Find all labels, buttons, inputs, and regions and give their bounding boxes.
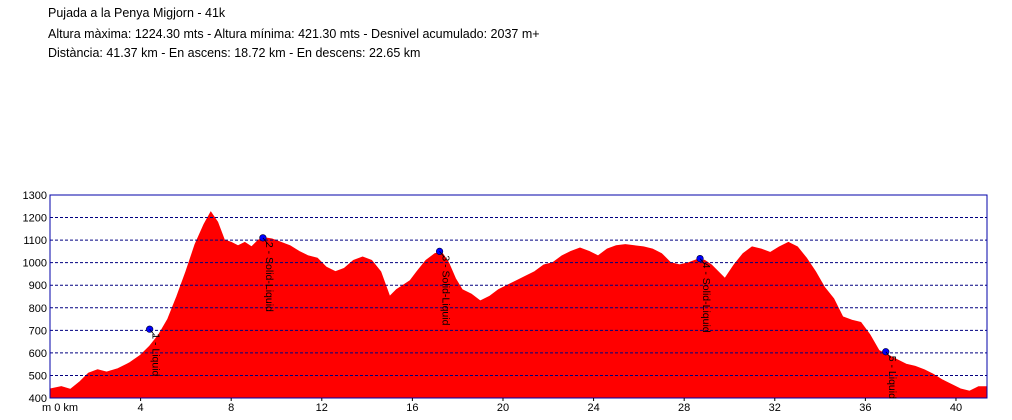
- waypoint-label: 4 - Solid-Liquid: [700, 263, 712, 333]
- chart-header: Pujada a la Penya Migjorn - 41k Altura m…: [48, 4, 540, 64]
- y-tick-label-700: 700: [29, 325, 47, 337]
- y-tick-label-500: 500: [29, 370, 47, 382]
- x-tick-label-4: 4: [138, 402, 144, 414]
- waypoint-leader: [885, 351, 892, 359]
- y-tick-label-600: 600: [29, 348, 47, 360]
- x-tick-label-32: 32: [769, 402, 781, 414]
- x-tick-label-40: 40: [950, 402, 962, 414]
- waypoint-leader: [699, 258, 706, 265]
- x-tick-label-28: 28: [678, 402, 690, 414]
- waypoint-label: 2 - Solid-Liquid: [263, 242, 275, 312]
- waypoint-label: 5 - Liquid: [886, 356, 898, 399]
- waypoint-leader: [149, 328, 155, 336]
- x-tick-label-12: 12: [316, 402, 328, 414]
- y-tick-label-1200: 1200: [23, 213, 47, 225]
- altitude-summary: Altura màxima: 1224.30 mts - Altura míni…: [48, 26, 540, 41]
- x-tick-label-8: 8: [228, 402, 234, 414]
- x-tick-label-16: 16: [406, 402, 418, 414]
- chart-title: Pujada a la Penya Migjorn - 41k: [48, 6, 226, 20]
- waypoint-label: 1 - Liquid: [150, 333, 162, 376]
- elevation-area: [49, 211, 988, 399]
- waypoint-label: 3 - Solid-Liquid: [440, 255, 452, 325]
- y-tick-label-1000: 1000: [23, 258, 47, 270]
- y-tick-label-400: 400: [29, 393, 47, 405]
- x-tick-label-24: 24: [587, 402, 599, 414]
- y-tick-label-800: 800: [29, 303, 47, 315]
- plot-frame: [49, 194, 988, 399]
- distance-summary: Distància: 41.37 km - En ascens: 18.72 k…: [48, 46, 421, 60]
- y-tick-label-1300: 1300: [23, 190, 47, 202]
- y-tick-label-900: 900: [29, 280, 47, 292]
- waypoint-leader: [262, 237, 269, 245]
- x-tick-label-36: 36: [859, 402, 871, 414]
- y-tick-label-1100: 1100: [23, 235, 47, 247]
- x-tick-label-0: m 0 km: [42, 402, 78, 414]
- x-tick-label-20: 20: [497, 402, 509, 414]
- waypoint-leader: [439, 251, 445, 258]
